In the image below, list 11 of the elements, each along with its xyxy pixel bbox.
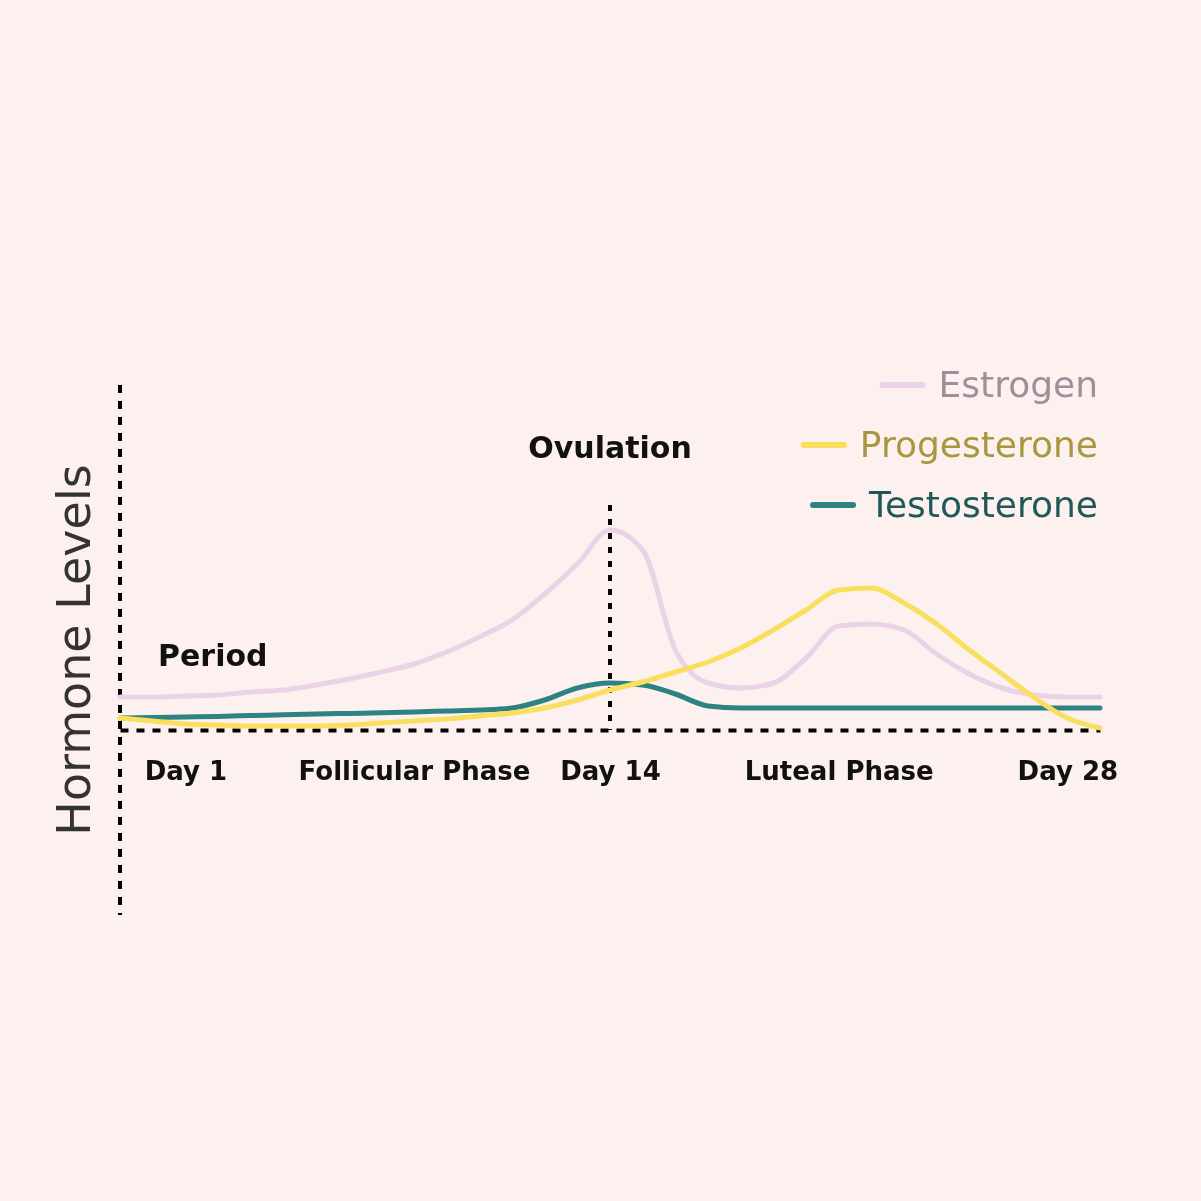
- legend-label: Estrogen: [938, 364, 1098, 405]
- x-tick-label: Follicular Phase: [298, 756, 531, 787]
- y-axis-title: Hormone Levels: [47, 464, 101, 836]
- annotation: Period: [158, 638, 268, 673]
- x-tick-label: Day 1: [144, 756, 228, 787]
- legend-label: Progesterone: [859, 424, 1098, 465]
- x-tick-label: Day 14: [560, 756, 661, 787]
- legend-label: Testosterone: [868, 484, 1098, 525]
- x-tick-label: Luteal Phase: [744, 756, 934, 787]
- ref-line-label: Ovulation: [528, 430, 692, 465]
- x-tick-label: Day 28: [1017, 756, 1119, 787]
